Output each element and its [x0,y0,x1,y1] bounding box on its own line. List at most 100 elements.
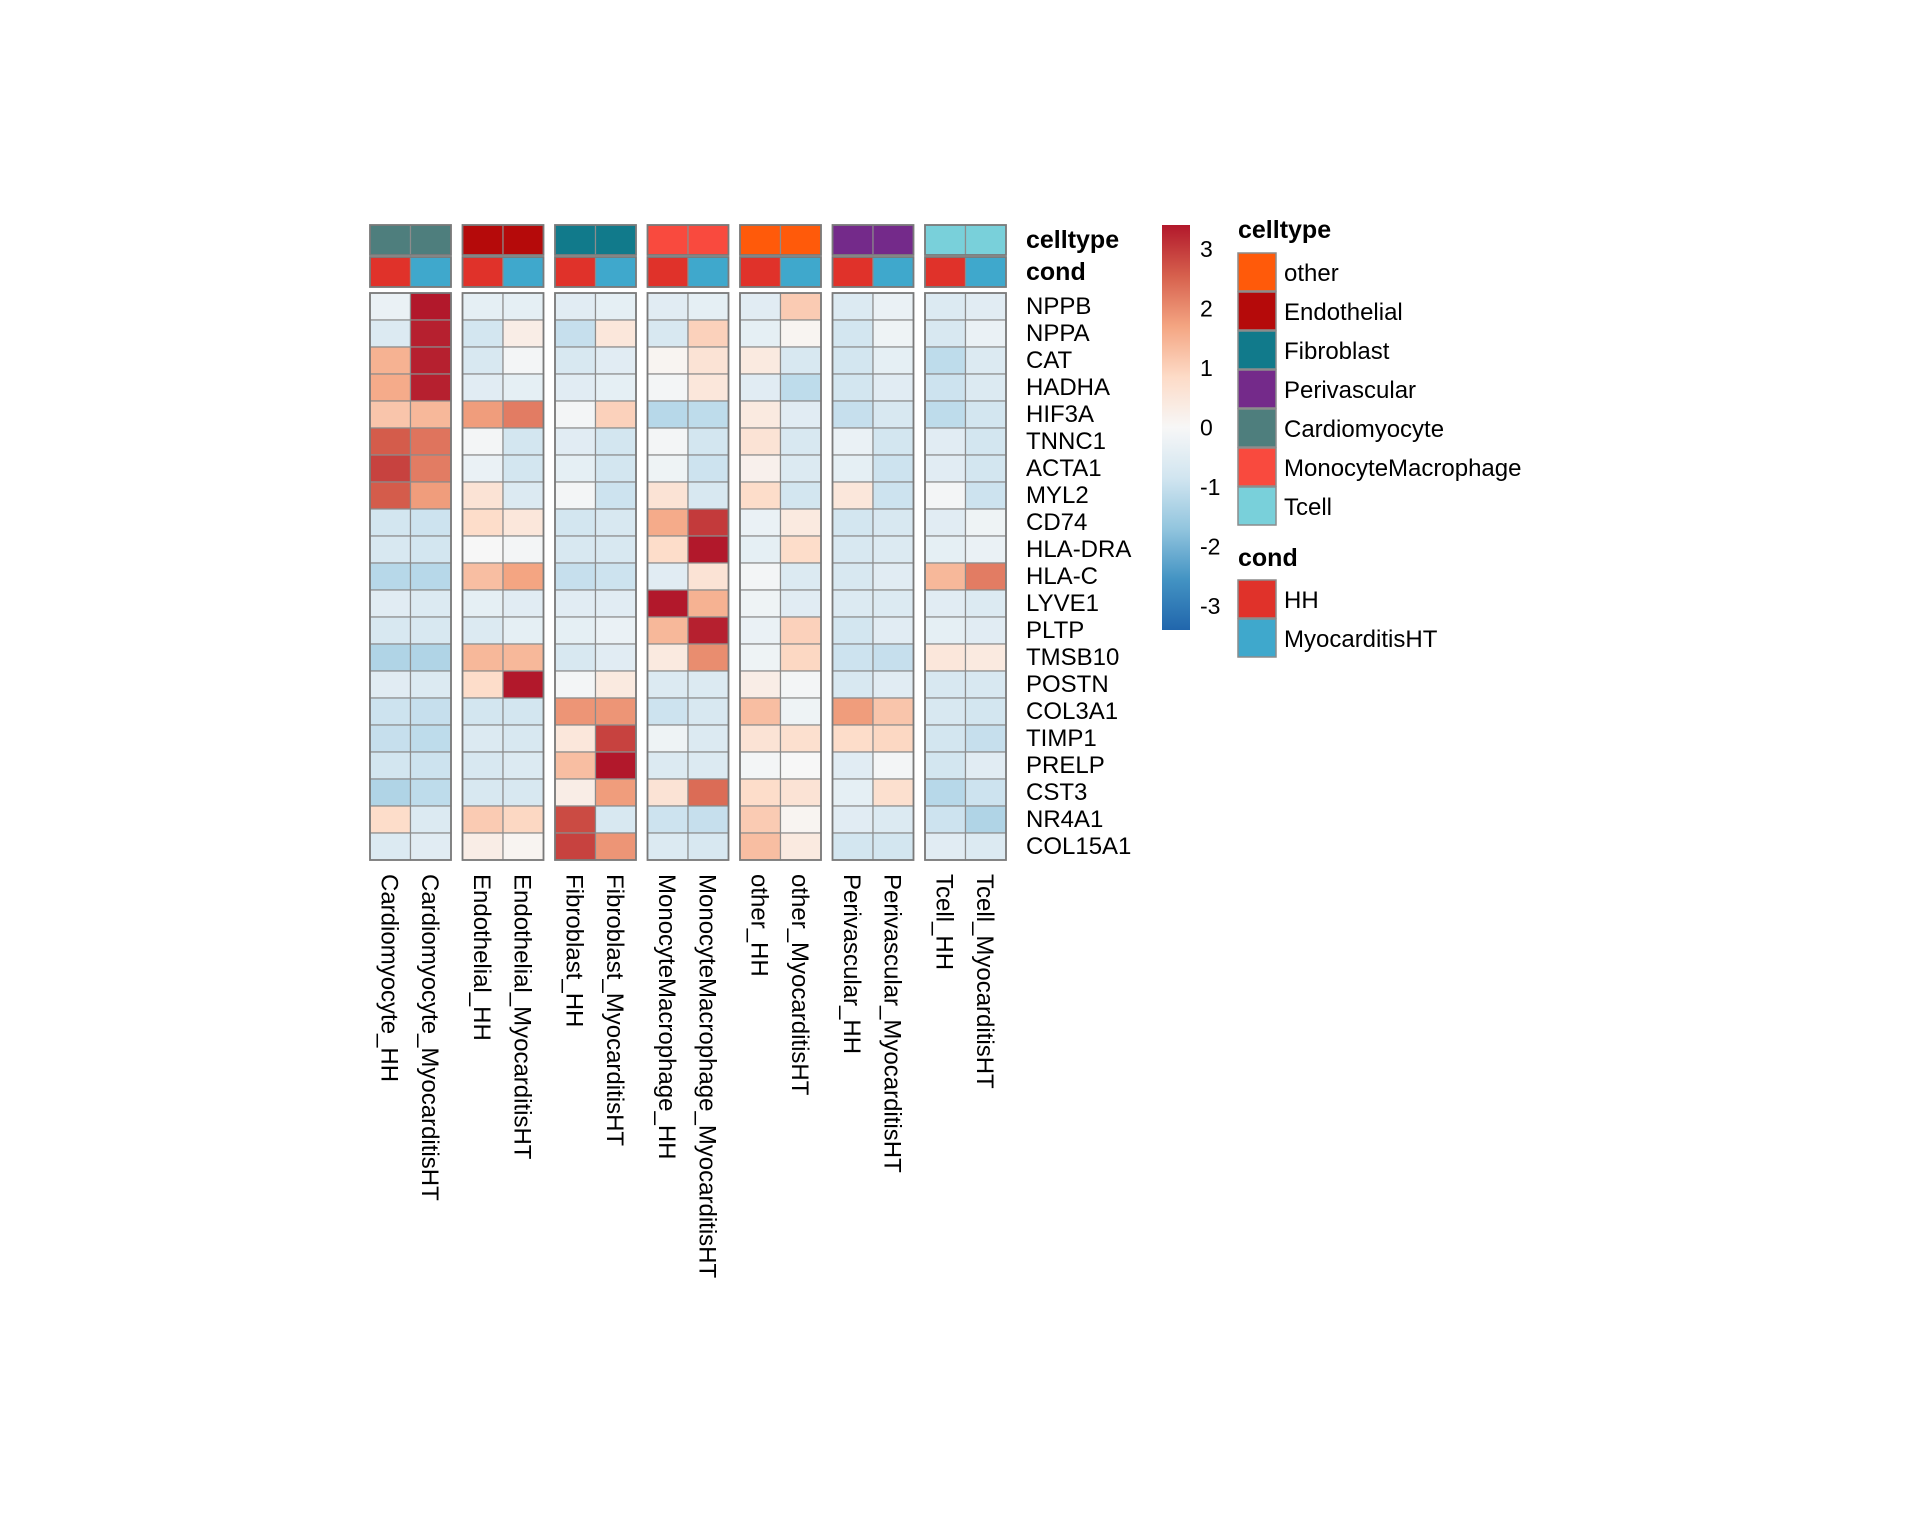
heatmap-cell [646,805,689,834]
heatmap-cell [687,508,730,537]
cond-annotation-cell [461,256,504,288]
row-label: LYVE1 [1026,590,1099,617]
heatmap-cell [964,481,1007,510]
legend-label-celltype: other [1284,260,1339,287]
heatmap-cell [369,832,412,861]
celltype-annotation-cell [872,224,915,256]
heatmap-cell [831,724,874,753]
heatmap-cell [646,373,689,402]
heatmap-cell [687,616,730,645]
row-label: POSTN [1026,671,1109,698]
group-frame-cond [646,256,730,288]
heatmap-cell [409,832,452,861]
row-label: HIF3A [1026,401,1094,428]
heatmap-cell [502,535,545,564]
heatmap-cell [687,670,730,699]
heatmap-cell [369,724,412,753]
row-label: COL15A1 [1026,833,1131,860]
heatmap-cell [779,751,822,780]
heatmap-cell [502,508,545,537]
row-label: TNNC1 [1026,428,1106,455]
heatmap-cell [739,292,782,321]
heatmap-cell [554,535,597,564]
heatmap-cell [831,643,874,672]
heatmap-cell [369,751,412,780]
cond-annotation-cell [646,256,689,288]
heatmap-cell [554,643,597,672]
group-frame-body [646,292,730,861]
heatmap-cell [502,697,545,726]
heatmap-cell [594,589,637,618]
column-label: Cardiomyocyte_MyocarditisHT [416,874,443,1201]
heatmap-cell [687,427,730,456]
heatmap-cell [594,319,637,348]
heatmap-cell [779,643,822,672]
cond-annotation-cell [831,256,874,288]
cond-annotation-cell [779,256,822,288]
group-frame-celltype [924,224,1007,256]
column-label: MonocyteMacrophage_MyocarditisHT [693,874,720,1279]
cond-annotation-cell [369,256,412,288]
heatmap-cell [594,454,637,483]
heatmap-cell [554,751,597,780]
celltype-annotation-cell [409,224,452,256]
heatmap-cell [646,562,689,591]
heatmap-cell [964,292,1007,321]
column-label: Tcell_HH [930,874,957,970]
heatmap-cell [831,616,874,645]
heatmap-cell [964,454,1007,483]
heatmap-cell [502,427,545,456]
heatmap-cell [409,643,452,672]
heatmap-cell [369,454,412,483]
heatmap-cell [554,319,597,348]
color-scale-tick: 3 [1200,236,1213,262]
heatmap-cell [924,643,967,672]
heatmap-cell [409,616,452,645]
heatmap-cell [964,697,1007,726]
heatmap-cell [831,454,874,483]
heatmap-cell [409,292,452,321]
group-frame-celltype [646,224,730,256]
heatmap-cell [461,805,504,834]
heatmap-cell [461,427,504,456]
heatmap-cell [502,319,545,348]
group-frame-body [739,292,822,861]
heatmap-cell [924,454,967,483]
heatmap-cell [964,373,1007,402]
color-scale-bar [1162,225,1190,630]
heatmap-cell [924,427,967,456]
heatmap-cell [831,670,874,699]
heatmap-cell [594,427,637,456]
heatmap-cell [554,427,597,456]
heatmap-cell [646,616,689,645]
group-frame-body [554,292,637,861]
heatmap-cell [872,778,915,807]
heatmap-cell [872,724,915,753]
heatmap-cell [779,805,822,834]
heatmap-cell [687,319,730,348]
heatmap-cell [594,751,637,780]
heatmap-cell [831,751,874,780]
heatmap-cell [779,481,822,510]
heatmap-cell [739,562,782,591]
legend-swatch-celltype [1237,252,1277,292]
row-label: COL3A1 [1026,698,1118,725]
legend-swatch-celltype [1237,408,1277,448]
group-frame-cond [924,256,1007,288]
heatmap-cell [924,346,967,375]
heatmap-cell [594,805,637,834]
celltype-annotation-cell [924,224,967,256]
column-label: Endothelial_MyocarditisHT [508,874,535,1160]
heatmap-cell [779,589,822,618]
heatmap-cell [554,454,597,483]
heatmap-cell [872,832,915,861]
column-label: Perivascular_MyocarditisHT [878,874,905,1173]
heatmap-cell [872,454,915,483]
heatmap-cell [872,292,915,321]
heatmap-cell [739,805,782,834]
group-frame-body [831,292,915,861]
heatmap-cell [461,481,504,510]
legend-swatch-cond [1237,618,1277,658]
heatmap-cell [646,346,689,375]
heatmap-cell [409,319,452,348]
